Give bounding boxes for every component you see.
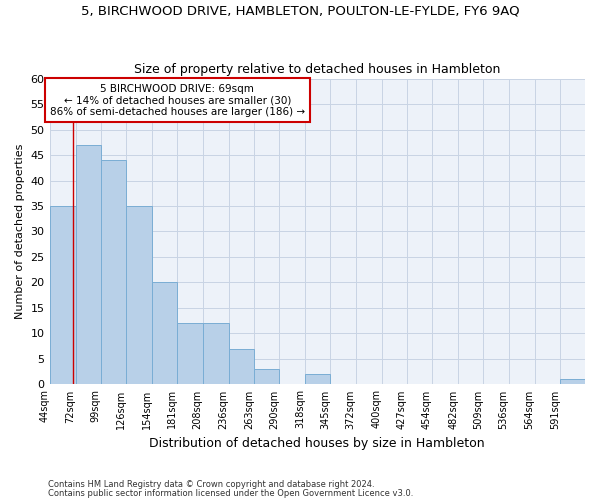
- Bar: [560, 380, 585, 384]
- Bar: [76, 145, 101, 384]
- Bar: [50, 206, 76, 384]
- Bar: [152, 282, 178, 384]
- Y-axis label: Number of detached properties: Number of detached properties: [15, 144, 25, 319]
- X-axis label: Distribution of detached houses by size in Hambleton: Distribution of detached houses by size …: [149, 437, 485, 450]
- Bar: [126, 206, 152, 384]
- Bar: [203, 324, 229, 384]
- Title: Size of property relative to detached houses in Hambleton: Size of property relative to detached ho…: [134, 63, 500, 76]
- Text: 5, BIRCHWOOD DRIVE, HAMBLETON, POULTON-LE-FYLDE, FY6 9AQ: 5, BIRCHWOOD DRIVE, HAMBLETON, POULTON-L…: [80, 5, 520, 18]
- Bar: [229, 348, 254, 384]
- Bar: [101, 160, 126, 384]
- Bar: [305, 374, 331, 384]
- Text: 5 BIRCHWOOD DRIVE: 69sqm
← 14% of detached houses are smaller (30)
86% of semi-d: 5 BIRCHWOOD DRIVE: 69sqm ← 14% of detach…: [50, 84, 305, 117]
- Bar: [178, 324, 203, 384]
- Bar: [254, 369, 279, 384]
- Text: Contains public sector information licensed under the Open Government Licence v3: Contains public sector information licen…: [48, 489, 413, 498]
- Text: Contains HM Land Registry data © Crown copyright and database right 2024.: Contains HM Land Registry data © Crown c…: [48, 480, 374, 489]
